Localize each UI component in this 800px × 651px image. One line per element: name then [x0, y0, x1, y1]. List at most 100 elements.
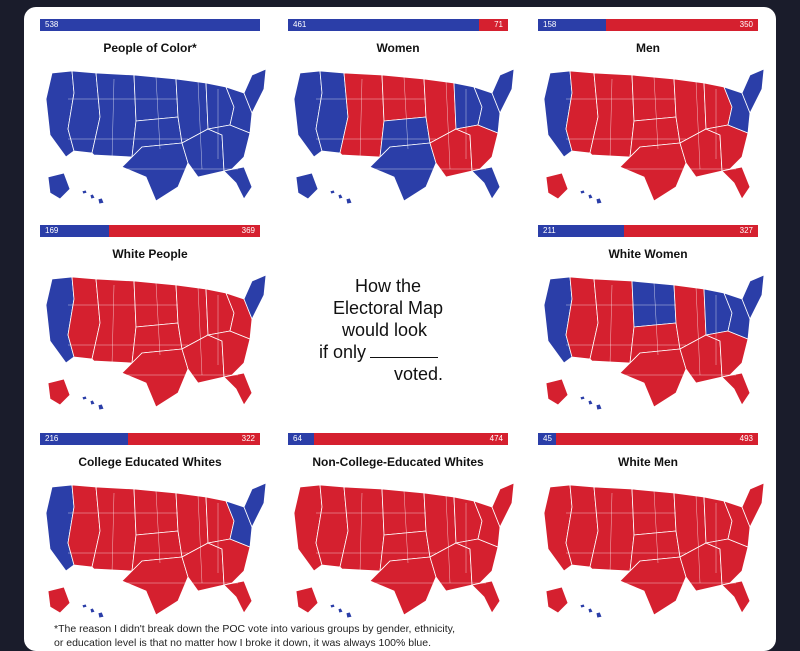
state-borders	[566, 282, 736, 376]
state-region-plains-n	[631, 488, 677, 536]
state-border-line	[609, 78, 613, 160]
state-region-pacific	[45, 484, 75, 572]
rep-count: 369	[241, 226, 255, 235]
footnote-line-1: *The reason I didn't break down the POC …	[54, 623, 456, 635]
state-border-line	[695, 80, 701, 170]
panel-title: College Educated Whites	[78, 455, 222, 469]
footnote-line-2: or education level is that no matter how…	[54, 637, 432, 649]
dem-segment: 64	[288, 433, 315, 445]
state-border-line	[653, 282, 659, 356]
state-region-northeast	[741, 68, 765, 114]
headline-line-1: How the	[355, 276, 422, 296]
state-border-line	[609, 492, 613, 574]
state-region-hawaii	[329, 603, 353, 619]
state-region-hawaii	[81, 395, 105, 411]
headline-line-3: would look	[342, 320, 428, 340]
state-borders	[566, 76, 736, 170]
state-region-pacific	[543, 70, 573, 158]
us-electoral-map	[543, 482, 765, 619]
state-border-line	[197, 494, 203, 584]
state-border-line	[111, 284, 115, 366]
rep-segment: 322	[128, 433, 260, 445]
state-region-texas	[619, 556, 687, 616]
dem-segment: 169	[40, 225, 110, 237]
us-electoral-map	[45, 482, 267, 619]
state-region-florida	[471, 580, 501, 614]
panel-title: White Men	[618, 455, 678, 469]
state-region-texas	[369, 556, 437, 616]
dem-segment: 45	[538, 433, 557, 445]
state-region-florida	[721, 166, 751, 200]
state-region-hawaii	[579, 603, 603, 619]
rep-segment: 369	[109, 225, 260, 237]
footnote: *The reason I didn't break down the POC …	[54, 622, 754, 650]
state-border-line	[155, 76, 161, 150]
state-border-line	[653, 490, 659, 564]
state-border-line	[403, 490, 409, 564]
dem-count: 158	[543, 20, 557, 29]
state-region-florida	[223, 166, 253, 200]
state-region-alaska	[295, 172, 319, 200]
rep-count: 350	[739, 20, 753, 29]
dem-count: 45	[543, 434, 552, 443]
panel-title: Women	[376, 41, 420, 55]
state-region-plains-n	[133, 280, 179, 328]
state-region-alaska	[47, 172, 71, 200]
rep-segment: 327	[624, 225, 758, 237]
rep-segment: 493	[556, 433, 758, 445]
state-border-line	[695, 494, 701, 584]
state-region-plains-n	[381, 74, 427, 122]
dem-segment: 538	[40, 19, 260, 31]
state-region-alaska	[47, 586, 71, 614]
state-region-pacific	[45, 70, 75, 158]
state-region-pacific	[543, 276, 573, 364]
state-border-line	[653, 76, 659, 150]
headline-line-4-row: if only	[319, 341, 439, 363]
state-region-florida	[721, 372, 751, 406]
us-electoral-map	[543, 274, 765, 411]
headline-line-5: voted.	[394, 364, 444, 384]
rep-count: 322	[241, 434, 255, 443]
map-panel-white-men: 45 493 White Men	[536, 425, 768, 630]
electoral-vote-bar: 461 71	[288, 19, 508, 31]
infographic-card: 538 People of Color* 461 71 Women 158 35…	[24, 7, 776, 651]
state-region-hawaii	[81, 603, 105, 619]
us-electoral-map	[543, 68, 765, 205]
state-region-pacific	[293, 70, 323, 158]
state-region-texas	[619, 348, 687, 408]
state-border-line	[445, 494, 451, 584]
map-panel-women: 461 71 Women	[286, 11, 518, 216]
state-region-alaska	[545, 586, 569, 614]
state-region-plains-n	[631, 280, 677, 328]
state-border-line	[359, 492, 363, 574]
map-panel-white-people: 169 369 White People	[38, 217, 270, 422]
state-borders	[68, 490, 238, 584]
fill-in-blank	[370, 345, 439, 358]
dem-count: 216	[45, 434, 59, 443]
state-region-florida	[223, 580, 253, 614]
state-border-line	[155, 282, 161, 356]
state-region-texas	[121, 142, 189, 202]
dem-count: 64	[293, 434, 302, 443]
state-borders	[316, 76, 486, 170]
dem-segment: 158	[538, 19, 607, 31]
state-region-northeast	[243, 68, 267, 114]
state-border-line	[111, 78, 115, 160]
state-border-line	[445, 80, 451, 170]
state-region-florida	[223, 372, 253, 406]
dem-segment: 211	[538, 225, 625, 237]
rep-count: 327	[739, 226, 753, 235]
state-region-northeast	[741, 274, 765, 320]
state-border-line	[695, 286, 701, 376]
state-region-texas	[121, 348, 189, 408]
state-region-florida	[471, 166, 501, 200]
state-region-alaska	[545, 172, 569, 200]
state-region-plains-n	[381, 488, 427, 536]
state-region-alaska	[545, 378, 569, 406]
map-panel-people-of-color: 538 People of Color*	[38, 11, 270, 216]
panel-title: Non-College-Educated Whites	[312, 455, 484, 469]
state-border-line	[403, 76, 409, 150]
state-border-line	[359, 78, 363, 160]
rep-count: 71	[494, 20, 503, 29]
dem-count: 211	[543, 226, 556, 235]
